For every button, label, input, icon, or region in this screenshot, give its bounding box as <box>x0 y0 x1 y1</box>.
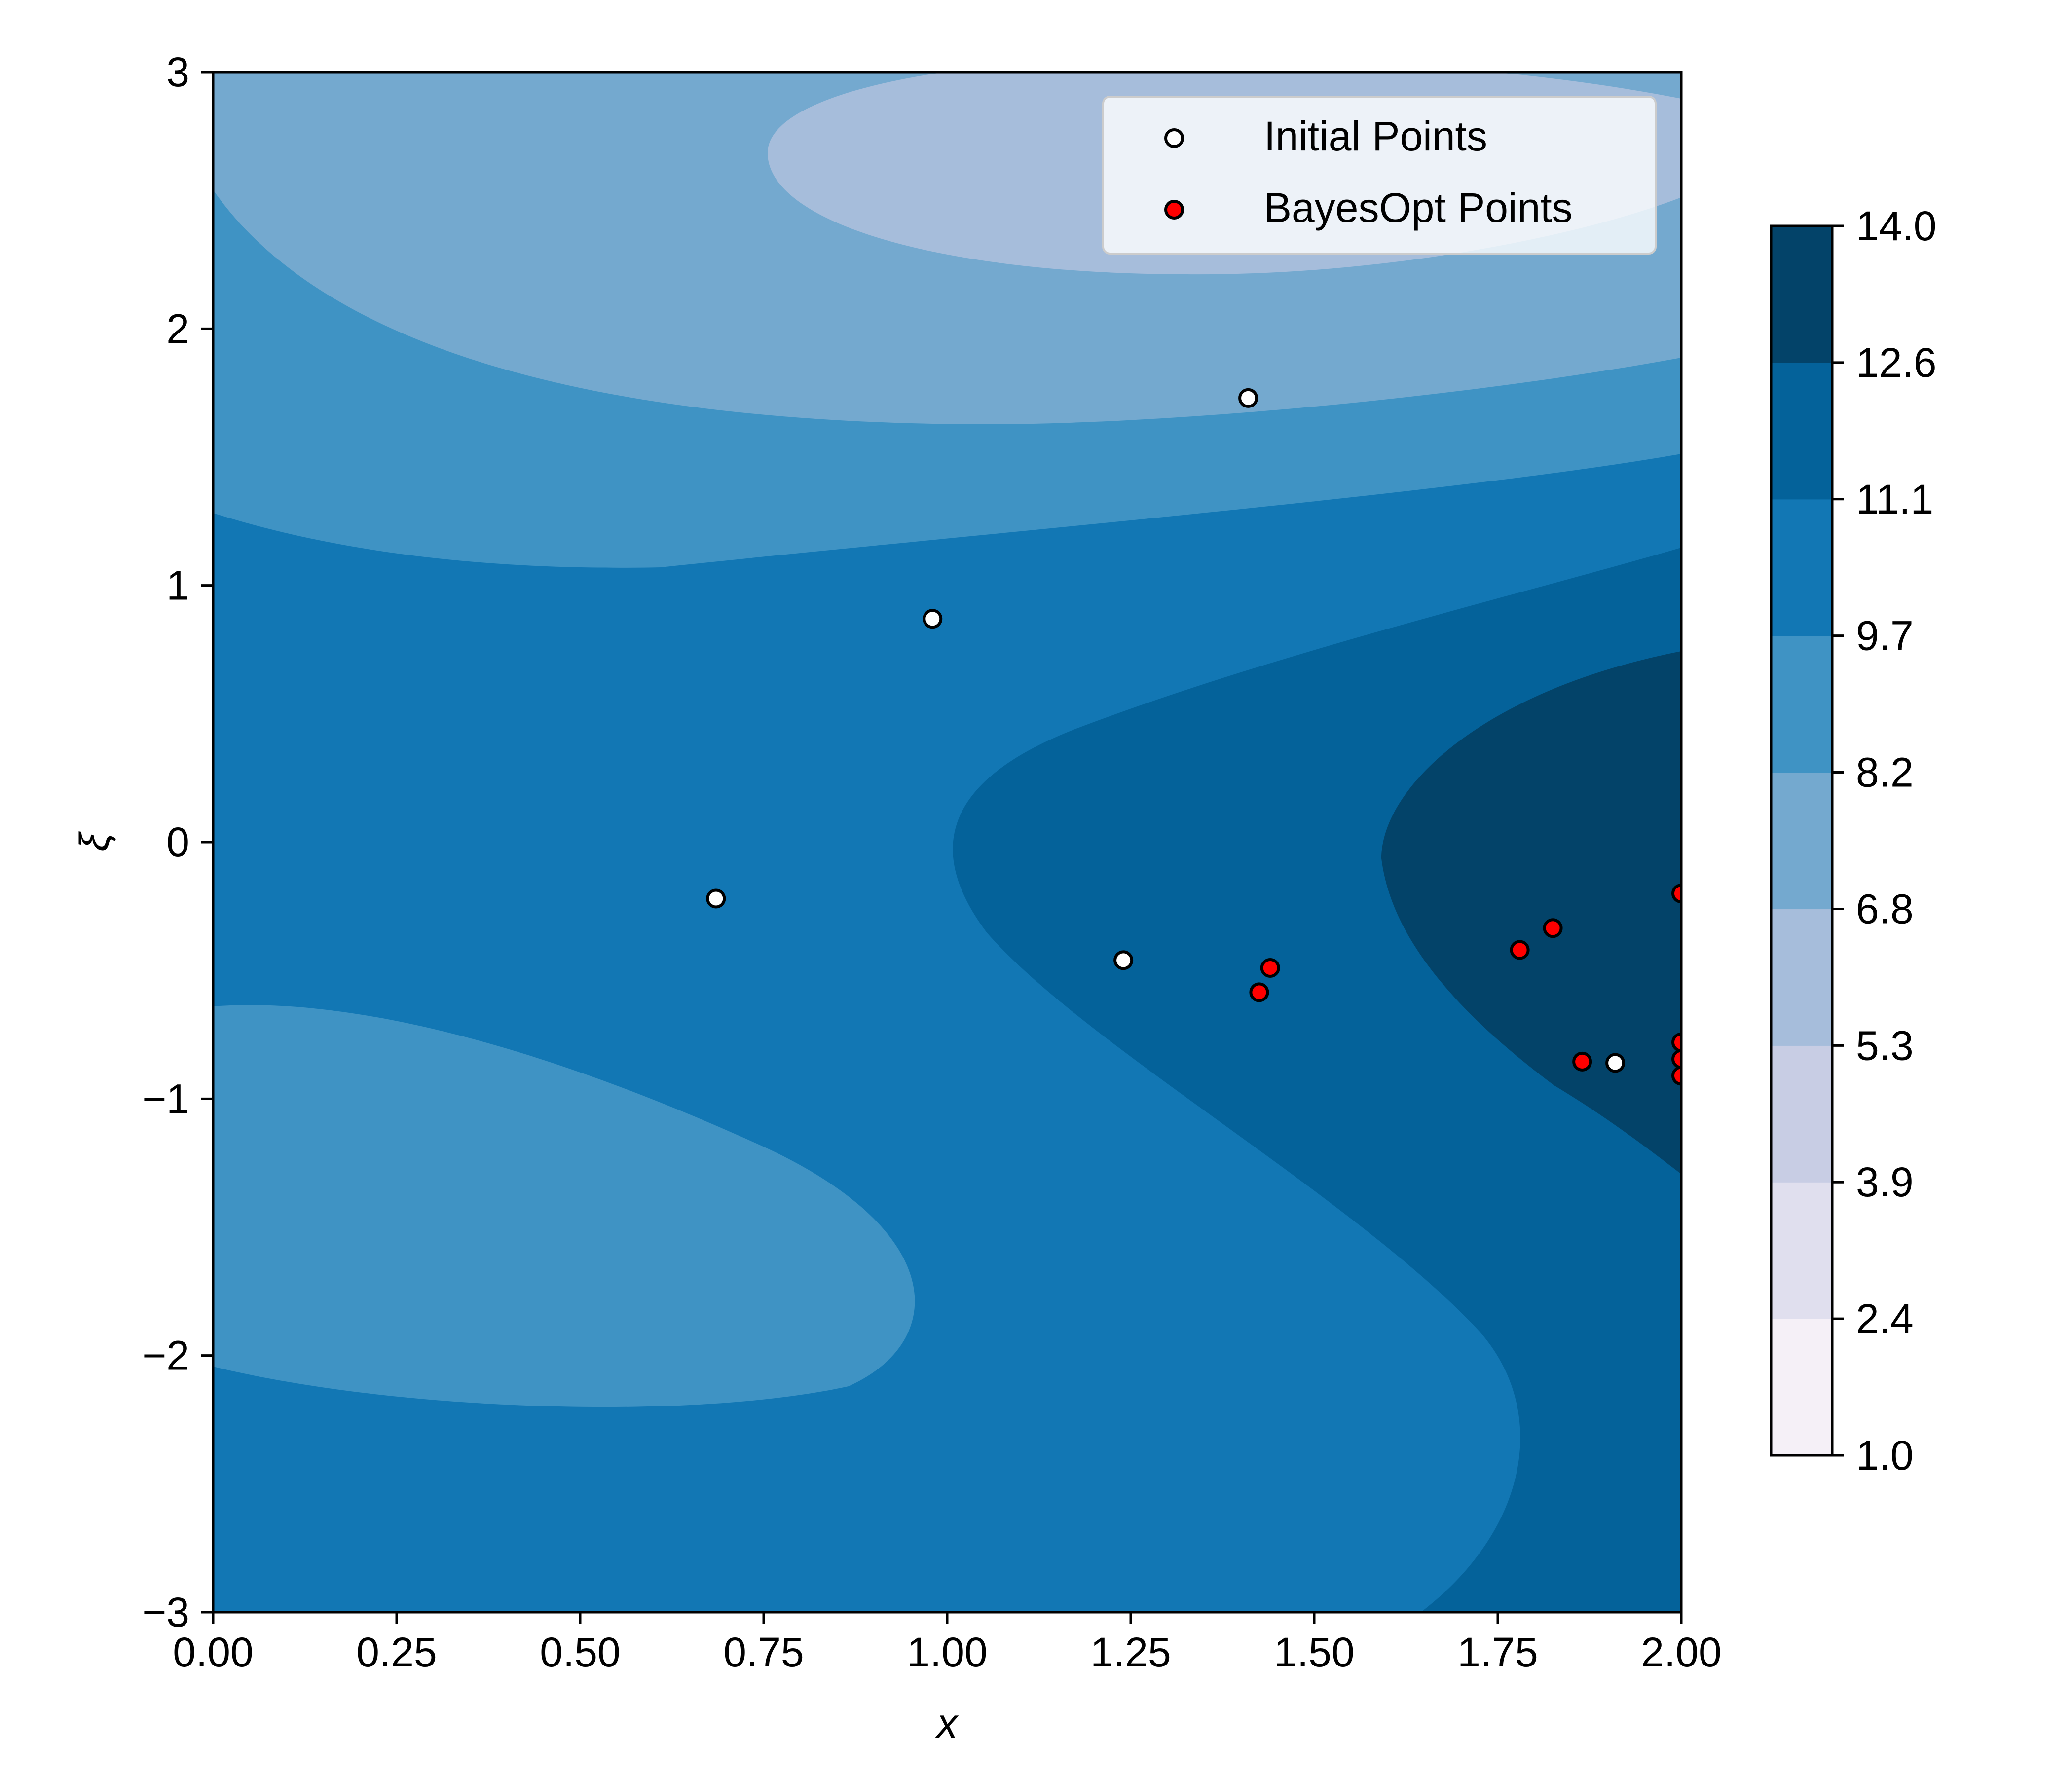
bayesopt-point <box>1543 918 1563 938</box>
y-tick-label: 1 <box>166 562 189 609</box>
colorbar-tick-label: 3.9 <box>1856 1159 1914 1205</box>
colorbar-segment <box>1771 635 1832 773</box>
bayesopt-point <box>1510 940 1530 960</box>
bayesopt-point <box>1572 1051 1592 1072</box>
colorbar-tick-label: 5.3 <box>1856 1022 1914 1069</box>
colorbar-tick-label: 12.6 <box>1856 339 1937 386</box>
y-tick-label: −1 <box>142 1075 189 1122</box>
bayesopt-point <box>1671 1066 1681 1086</box>
x-axis-ticks: 0.00 0.25 0.50 0.75 1.00 1.25 1.50 1.75 2.00 <box>173 1612 1722 1675</box>
colorbar-segment <box>1771 1319 1832 1456</box>
colorbar-frame <box>1770 224 1834 1457</box>
x-tick-label: 0.50 <box>540 1629 621 1675</box>
legend-marker-bayesopt-points <box>1164 200 1184 220</box>
x-tick-label: 0.75 <box>723 1629 804 1675</box>
bayesopt-point <box>1671 1032 1681 1052</box>
colorbar-tick-label: 11.1 <box>1856 476 1933 522</box>
x-tick-label: 1.00 <box>907 1629 988 1675</box>
x-axis-label: x <box>935 1700 959 1746</box>
legend-marker-initial-points <box>1164 128 1184 148</box>
y-axis-label: ξ <box>71 831 117 851</box>
colorbar-segment <box>1771 1182 1832 1319</box>
colorbar-segment <box>1771 909 1832 1046</box>
initial-point <box>1238 388 1258 408</box>
colorbar-segment <box>1771 1045 1832 1183</box>
contour-region-right-core <box>1381 651 1681 1174</box>
x-tick-label: 1.75 <box>1457 1629 1538 1675</box>
scatter-points <box>706 388 1681 1086</box>
bayesopt-point <box>1249 982 1269 1002</box>
initial-point <box>923 609 943 629</box>
y-tick-label: 3 <box>166 49 189 95</box>
initial-point <box>1605 1053 1626 1073</box>
y-tick-label: 0 <box>166 819 189 865</box>
colorbar-segment <box>1771 362 1832 500</box>
colorbar-segment <box>1771 772 1832 910</box>
initial-point <box>706 888 726 909</box>
contour-area <box>213 72 1681 1612</box>
colorbar-tick-label: 9.7 <box>1856 613 1914 659</box>
x-tick-label: 0.25 <box>356 1629 437 1675</box>
colorbar-tick-label: 6.8 <box>1856 886 1914 932</box>
x-tick-label: 1.50 <box>1274 1629 1355 1675</box>
x-tick-label: 1.25 <box>1090 1629 1171 1675</box>
colorbar-segment <box>1771 499 1832 636</box>
y-tick-label: −3 <box>142 1589 189 1635</box>
y-axis-ticks: 3 2 1 0 −1 −2 −3 <box>142 49 213 1635</box>
colorbar-tick-label: 14.0 <box>1856 203 1937 249</box>
colorbar-segment <box>1771 226 1832 363</box>
bayesopt-point <box>1671 884 1681 904</box>
colorbar-tick-label: 8.2 <box>1856 749 1914 796</box>
colorbar-tick-label: 2.4 <box>1856 1295 1914 1342</box>
bayesopt-point <box>1671 1049 1681 1069</box>
bayesopt-point <box>1260 958 1280 978</box>
y-tick-label: −2 <box>142 1332 189 1379</box>
y-tick-label: 2 <box>166 305 189 352</box>
legend: Initial Points BayesOpt Points <box>1102 96 1657 255</box>
legend-box <box>1102 96 1657 255</box>
initial-point <box>1113 950 1134 970</box>
colorbar: 1.0 2.4 3.9 5.3 6.8 8.2 9.7 11.1 12.6 14.0 <box>1770 203 1937 1479</box>
x-tick-label: 2.00 <box>1641 1629 1722 1675</box>
legend-label-bayesopt-points: BayesOpt Points <box>1264 185 1573 231</box>
x-tick-label: 0.00 <box>173 1629 254 1675</box>
colorbar-tick-label: 1.0 <box>1856 1432 1914 1479</box>
legend-label-initial-points: Initial Points <box>1264 113 1487 159</box>
contour-region-lower-left-ellipse <box>213 1005 915 1407</box>
